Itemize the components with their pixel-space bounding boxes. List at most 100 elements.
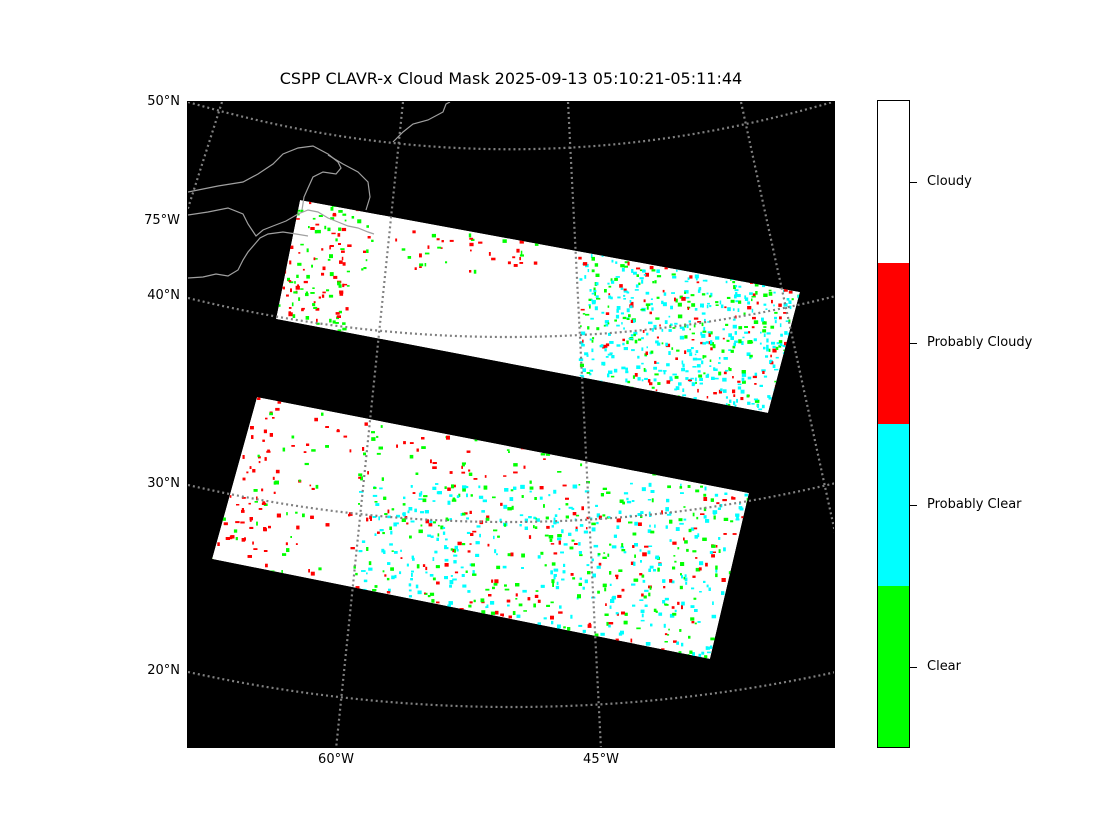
mask-pixel <box>729 368 732 372</box>
mask-pixel <box>363 267 367 270</box>
mask-pixel <box>391 575 395 580</box>
mask-pixel <box>691 587 695 590</box>
mask-pixel <box>571 507 575 510</box>
mask-pixel <box>480 598 485 603</box>
mask-pixel <box>662 579 666 583</box>
mask-pixel <box>544 564 547 567</box>
mask-pixel <box>697 321 702 323</box>
mask-pixel <box>659 324 661 327</box>
mask-pixel <box>717 507 721 510</box>
mask-pixel <box>267 449 270 452</box>
mask-pixel <box>339 292 344 296</box>
mask-pixel <box>735 518 740 521</box>
mask-pixel <box>592 573 596 578</box>
mask-pixel <box>634 521 638 526</box>
mask-pixel <box>746 352 751 356</box>
mask-pixel <box>445 261 448 264</box>
mask-pixel <box>469 242 474 247</box>
mask-pixel <box>703 580 706 583</box>
mask-pixel <box>448 601 453 605</box>
map-panel[interactable] <box>187 101 835 748</box>
mask-pixel <box>738 300 742 304</box>
mask-pixel <box>537 622 541 626</box>
mask-pixel <box>589 338 592 341</box>
mask-pixel <box>666 363 670 367</box>
mask-pixel <box>753 320 759 324</box>
mask-pixel <box>663 623 666 628</box>
mask-pixel <box>669 539 672 542</box>
mask-pixel <box>684 290 689 294</box>
mask-pixel <box>623 551 627 554</box>
mask-pixel <box>281 570 283 574</box>
mask-pixel <box>519 239 524 244</box>
colorbar-segment-probably-cloudy <box>878 262 909 424</box>
mask-pixel <box>761 369 766 372</box>
mask-pixel <box>684 577 688 582</box>
mask-pixel <box>582 262 588 266</box>
mask-pixel <box>666 634 670 636</box>
mask-pixel <box>581 506 584 511</box>
mask-pixel <box>578 624 583 627</box>
mask-pixel <box>516 248 520 253</box>
mask-pixel <box>718 362 721 364</box>
mask-pixel <box>693 397 697 400</box>
mask-pixel <box>649 565 654 569</box>
mask-pixel <box>670 305 673 310</box>
mask-pixel <box>780 333 783 337</box>
mask-pixel <box>683 518 687 521</box>
mask-pixel <box>336 315 341 318</box>
mask-pixel <box>370 518 372 521</box>
mask-pixel <box>229 535 233 540</box>
mask-pixel <box>664 267 668 270</box>
mask-pixel <box>749 354 753 358</box>
mask-pixel <box>674 609 677 613</box>
mask-pixel <box>641 347 644 351</box>
mask-pixel <box>732 318 736 321</box>
mask-pixel <box>374 533 377 536</box>
mask-pixel <box>644 369 647 373</box>
mask-pixel <box>687 379 692 382</box>
mask-pixel <box>655 555 660 560</box>
mask-pixel <box>565 497 569 500</box>
mask-pixel <box>707 651 711 654</box>
mask-pixel <box>605 323 609 327</box>
mask-pixel <box>700 513 705 515</box>
mask-pixel <box>620 287 624 290</box>
mask-pixel <box>257 454 260 458</box>
mask-pixel <box>656 296 660 299</box>
mask-pixel <box>699 382 703 385</box>
mask-pixel <box>716 502 720 505</box>
mask-pixel <box>275 469 280 474</box>
mask-pixel <box>773 291 776 294</box>
mask-pixel <box>734 294 737 299</box>
mask-pixel <box>647 550 651 555</box>
mask-pixel <box>335 312 340 315</box>
mask-pixel <box>509 497 514 501</box>
lon-label-75w-left: 75°W <box>144 213 180 228</box>
mask-pixel <box>600 344 604 348</box>
mask-pixel <box>770 325 775 329</box>
mask-pixel <box>578 551 582 554</box>
mask-pixel <box>620 312 624 315</box>
mask-pixel <box>575 529 578 532</box>
mask-pixel <box>589 305 591 309</box>
mask-pixel <box>797 295 800 299</box>
mask-pixel <box>636 365 641 369</box>
mask-pixel <box>669 378 673 382</box>
mask-pixel <box>701 333 706 338</box>
mask-pixel <box>657 382 661 385</box>
mask-pixel <box>677 601 680 605</box>
mask-pixel <box>451 484 455 489</box>
mask-pixel <box>709 365 712 367</box>
mask-pixel <box>578 484 581 486</box>
mask-pixel <box>332 320 336 324</box>
mask-pixel <box>762 321 767 325</box>
mask-pixel <box>762 370 765 374</box>
mask-pixel <box>572 484 578 489</box>
mask-pixel <box>763 346 766 350</box>
mask-pixel <box>682 394 687 397</box>
mask-pixel <box>784 331 788 335</box>
mask-pixel <box>253 548 258 550</box>
mask-pixel <box>475 553 480 557</box>
mask-pixel <box>363 452 366 456</box>
